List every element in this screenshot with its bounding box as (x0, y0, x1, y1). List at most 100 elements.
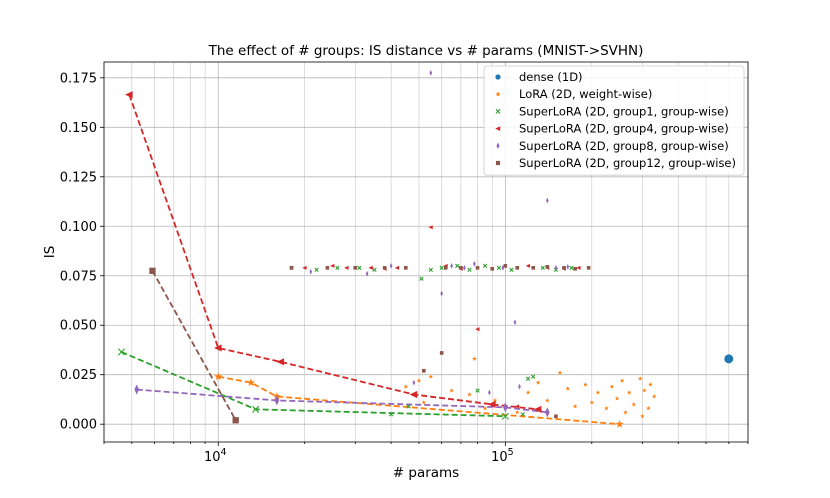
data-point (357, 265, 362, 271)
data-point (557, 370, 563, 375)
data-point (513, 319, 517, 326)
data-point (583, 382, 588, 387)
data-point (412, 379, 416, 386)
data-point (595, 390, 601, 395)
data-point (422, 368, 426, 373)
legend-box (483, 65, 745, 176)
x-tick-base: 10 (204, 450, 221, 465)
data-point (496, 265, 502, 271)
data-point (439, 265, 444, 271)
data-point (289, 266, 294, 270)
data-point (428, 225, 433, 230)
data-point (403, 266, 408, 270)
data-point (473, 260, 476, 267)
legend-marker (495, 126, 501, 131)
legend-label: SuperLoRA (2D, group12, group-wise) (519, 156, 736, 170)
series-1-points (214, 356, 657, 428)
data-point (467, 267, 472, 273)
data-point (421, 400, 427, 405)
y-axis-label: IS (42, 246, 58, 259)
legend-marker (495, 74, 501, 80)
data-point (252, 405, 260, 413)
x-tick-label: 105 (491, 447, 514, 465)
data-point (651, 394, 657, 399)
data-point (637, 376, 643, 381)
data-point (525, 376, 531, 381)
frontier-line-series-2 (121, 351, 506, 418)
data-point (475, 266, 480, 270)
data-point (314, 267, 319, 273)
y-tick-label: 0.125 (60, 170, 97, 185)
data-point (325, 266, 330, 270)
data-point (232, 417, 239, 424)
data-point (623, 409, 628, 415)
data-point (416, 378, 422, 383)
data-point (459, 266, 463, 270)
data-point (344, 265, 349, 270)
data-point (488, 400, 496, 408)
data-point (535, 380, 541, 385)
data-point (615, 419, 624, 428)
data-point (562, 266, 566, 270)
data-point (406, 404, 411, 409)
legend-label: LoRA (2D, weight-wise) (519, 87, 652, 101)
x-tick-base: 10 (491, 450, 508, 465)
legend-label: SuperLoRA (2D, group4, group-wise) (519, 122, 729, 136)
data-point (368, 265, 373, 270)
data-point (576, 265, 581, 270)
data-point (475, 327, 480, 332)
data-point (450, 262, 453, 269)
legend-label: dense (1D) (519, 70, 583, 84)
frontier-line-series-3 (128, 94, 539, 411)
data-point (724, 354, 734, 364)
legend-label: SuperLoRA (2D, group1, group-wise) (519, 104, 729, 118)
data-point (533, 405, 542, 413)
data-point (482, 405, 488, 411)
data-point (589, 400, 595, 405)
series-3-points (125, 91, 581, 413)
data-point (365, 270, 369, 277)
series-4-points (134, 70, 570, 418)
series-0-points (724, 354, 734, 364)
chart-title: The effect of # groups: IS distance vs #… (208, 43, 644, 59)
data-point (540, 265, 545, 271)
data-point (443, 266, 448, 270)
data-point (614, 396, 620, 401)
x-tick-exponent: 5 (508, 447, 514, 458)
data-point (509, 267, 514, 273)
data-point (514, 404, 520, 409)
data-point (501, 412, 509, 420)
axis-ticks: 104 1050.0000.0250.0500.0750.1000.1250.15… (60, 71, 749, 465)
data-point (545, 265, 550, 269)
data-point (372, 267, 377, 273)
legend: dense (1D) LoRA (2D, weight-wise) SuperLoR… (483, 65, 745, 176)
data-point (492, 398, 498, 403)
data-point (214, 344, 222, 352)
data-point (309, 268, 313, 275)
data-point (388, 412, 394, 417)
data-point (246, 378, 255, 387)
legend-marker (496, 142, 500, 150)
frontier-line-series-4 (136, 388, 548, 414)
data-point (134, 384, 140, 395)
data-point (149, 267, 156, 274)
x-axis-label: # params (393, 465, 459, 481)
data-point (449, 388, 454, 393)
x-tick-exponent: 4 (221, 447, 227, 458)
data-point (488, 389, 491, 396)
data-point (335, 265, 340, 271)
data-point (642, 388, 647, 393)
data-point (403, 384, 409, 389)
data-point (353, 266, 358, 270)
series-2-points (117, 263, 574, 420)
frontier-line-series-1 (218, 375, 620, 426)
data-point (382, 266, 387, 270)
y-tick-label: 0.150 (60, 121, 97, 136)
series-5-points (149, 264, 591, 424)
data-point (428, 374, 434, 379)
data-point (472, 356, 477, 361)
data-point (276, 358, 285, 366)
data-point (330, 263, 335, 268)
data-point (604, 405, 609, 411)
